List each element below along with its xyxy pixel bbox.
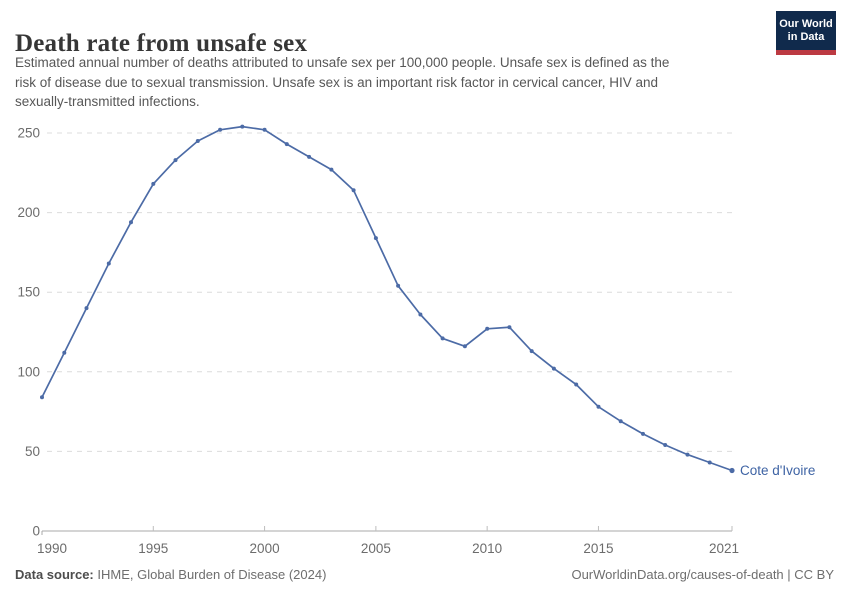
x-tick-label: 2010 (472, 541, 502, 556)
data-point[interactable] (129, 220, 133, 225)
footer: Data source: IHME, Global Burden of Dise… (15, 567, 834, 582)
data-point[interactable] (596, 404, 601, 409)
data-point[interactable] (551, 366, 556, 371)
line-chart[interactable]: 0 50 100 150 200 250 1990 1995 2000 2005 2010 2015 2… (0, 106, 850, 566)
license-link[interactable]: OurWorldinData.org/causes-of-death | CC … (571, 567, 834, 582)
owid-logo-line1: Our World (779, 18, 833, 30)
data-point[interactable] (84, 306, 89, 311)
y-tick-label: 250 (17, 126, 40, 141)
owid-logo[interactable]: Our World in Data (776, 11, 836, 55)
data-point[interactable] (685, 452, 690, 457)
data-point[interactable] (218, 127, 223, 132)
y-tick-label: 150 (17, 285, 40, 300)
x-tick-label: 2000 (250, 541, 280, 556)
x-tick-label: 1995 (138, 541, 168, 556)
data-point[interactable] (396, 283, 401, 288)
data-point[interactable] (707, 460, 712, 465)
data-point[interactable] (284, 142, 289, 147)
data-point[interactable] (195, 139, 200, 143)
data-point[interactable] (329, 167, 334, 172)
data-point[interactable] (106, 261, 111, 266)
owid-logo-accent-bar (776, 50, 836, 55)
data-point[interactable] (418, 312, 423, 317)
data-point[interactable] (307, 154, 312, 159)
x-tick-label: 1990 (37, 541, 67, 556)
chart-subtitle: Estimated annual number of deaths attrib… (15, 53, 760, 112)
data-source: Data source: IHME, Global Burden of Dise… (15, 567, 326, 582)
y-tick-label: 100 (17, 364, 40, 379)
data-point[interactable] (462, 344, 467, 349)
data-point[interactable] (351, 188, 356, 193)
subtitle-line: risk of disease due to sexual transmissi… (15, 74, 659, 90)
data-point[interactable] (618, 419, 623, 424)
page-title: Death rate from unsafe sex (15, 29, 308, 57)
x-tick-label: 2015 (583, 541, 613, 556)
owid-logo-line2: in Data (787, 31, 825, 43)
data-point[interactable] (151, 181, 156, 186)
entity-label[interactable]: Cote d'Ivoire (740, 463, 815, 478)
data-point[interactable] (262, 127, 267, 132)
y-tick-label: 0 (32, 524, 40, 539)
x-tick-label: 2021 (709, 541, 739, 556)
data-point[interactable] (663, 443, 668, 447)
data-point[interactable] (485, 326, 490, 331)
data-point[interactable] (574, 382, 579, 387)
data-point[interactable] (62, 350, 67, 355)
data-point[interactable] (373, 236, 378, 241)
data-point[interactable] (507, 325, 512, 330)
data-point[interactable] (729, 467, 735, 474)
line-series[interactable] (41, 125, 733, 472)
data-point[interactable] (240, 124, 245, 129)
data-source-text: IHME, Global Burden of Disease (2024) (93, 567, 327, 582)
owid-logo-text: Our World in Data (776, 11, 836, 50)
data-point[interactable] (440, 336, 445, 341)
subtitle-line: Estimated annual number of deaths attrib… (15, 55, 670, 70)
chart-area[interactable]: 0 50 100 150 200 250 1990 1995 2000 2005 2010 2015 2… (0, 106, 850, 566)
data-point[interactable] (173, 158, 178, 163)
y-tick-label: 200 (17, 205, 40, 220)
x-tick-label: 2005 (361, 541, 391, 556)
data-point[interactable] (40, 395, 44, 400)
subtitle-line: sexually-transmitted infections. (15, 94, 200, 109)
data-point[interactable] (641, 431, 645, 436)
y-tick-label: 50 (25, 444, 40, 459)
data-point[interactable] (529, 349, 534, 354)
data-source-label: Data source: (15, 567, 94, 582)
